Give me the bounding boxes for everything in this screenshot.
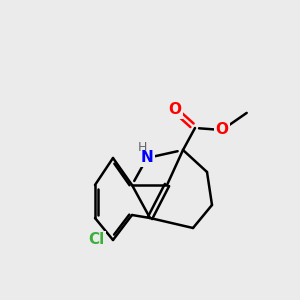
Text: H: H bbox=[138, 141, 147, 154]
Text: N: N bbox=[141, 151, 153, 166]
Text: Cl: Cl bbox=[88, 232, 105, 247]
Text: O: O bbox=[215, 122, 229, 137]
Text: O: O bbox=[169, 103, 182, 118]
